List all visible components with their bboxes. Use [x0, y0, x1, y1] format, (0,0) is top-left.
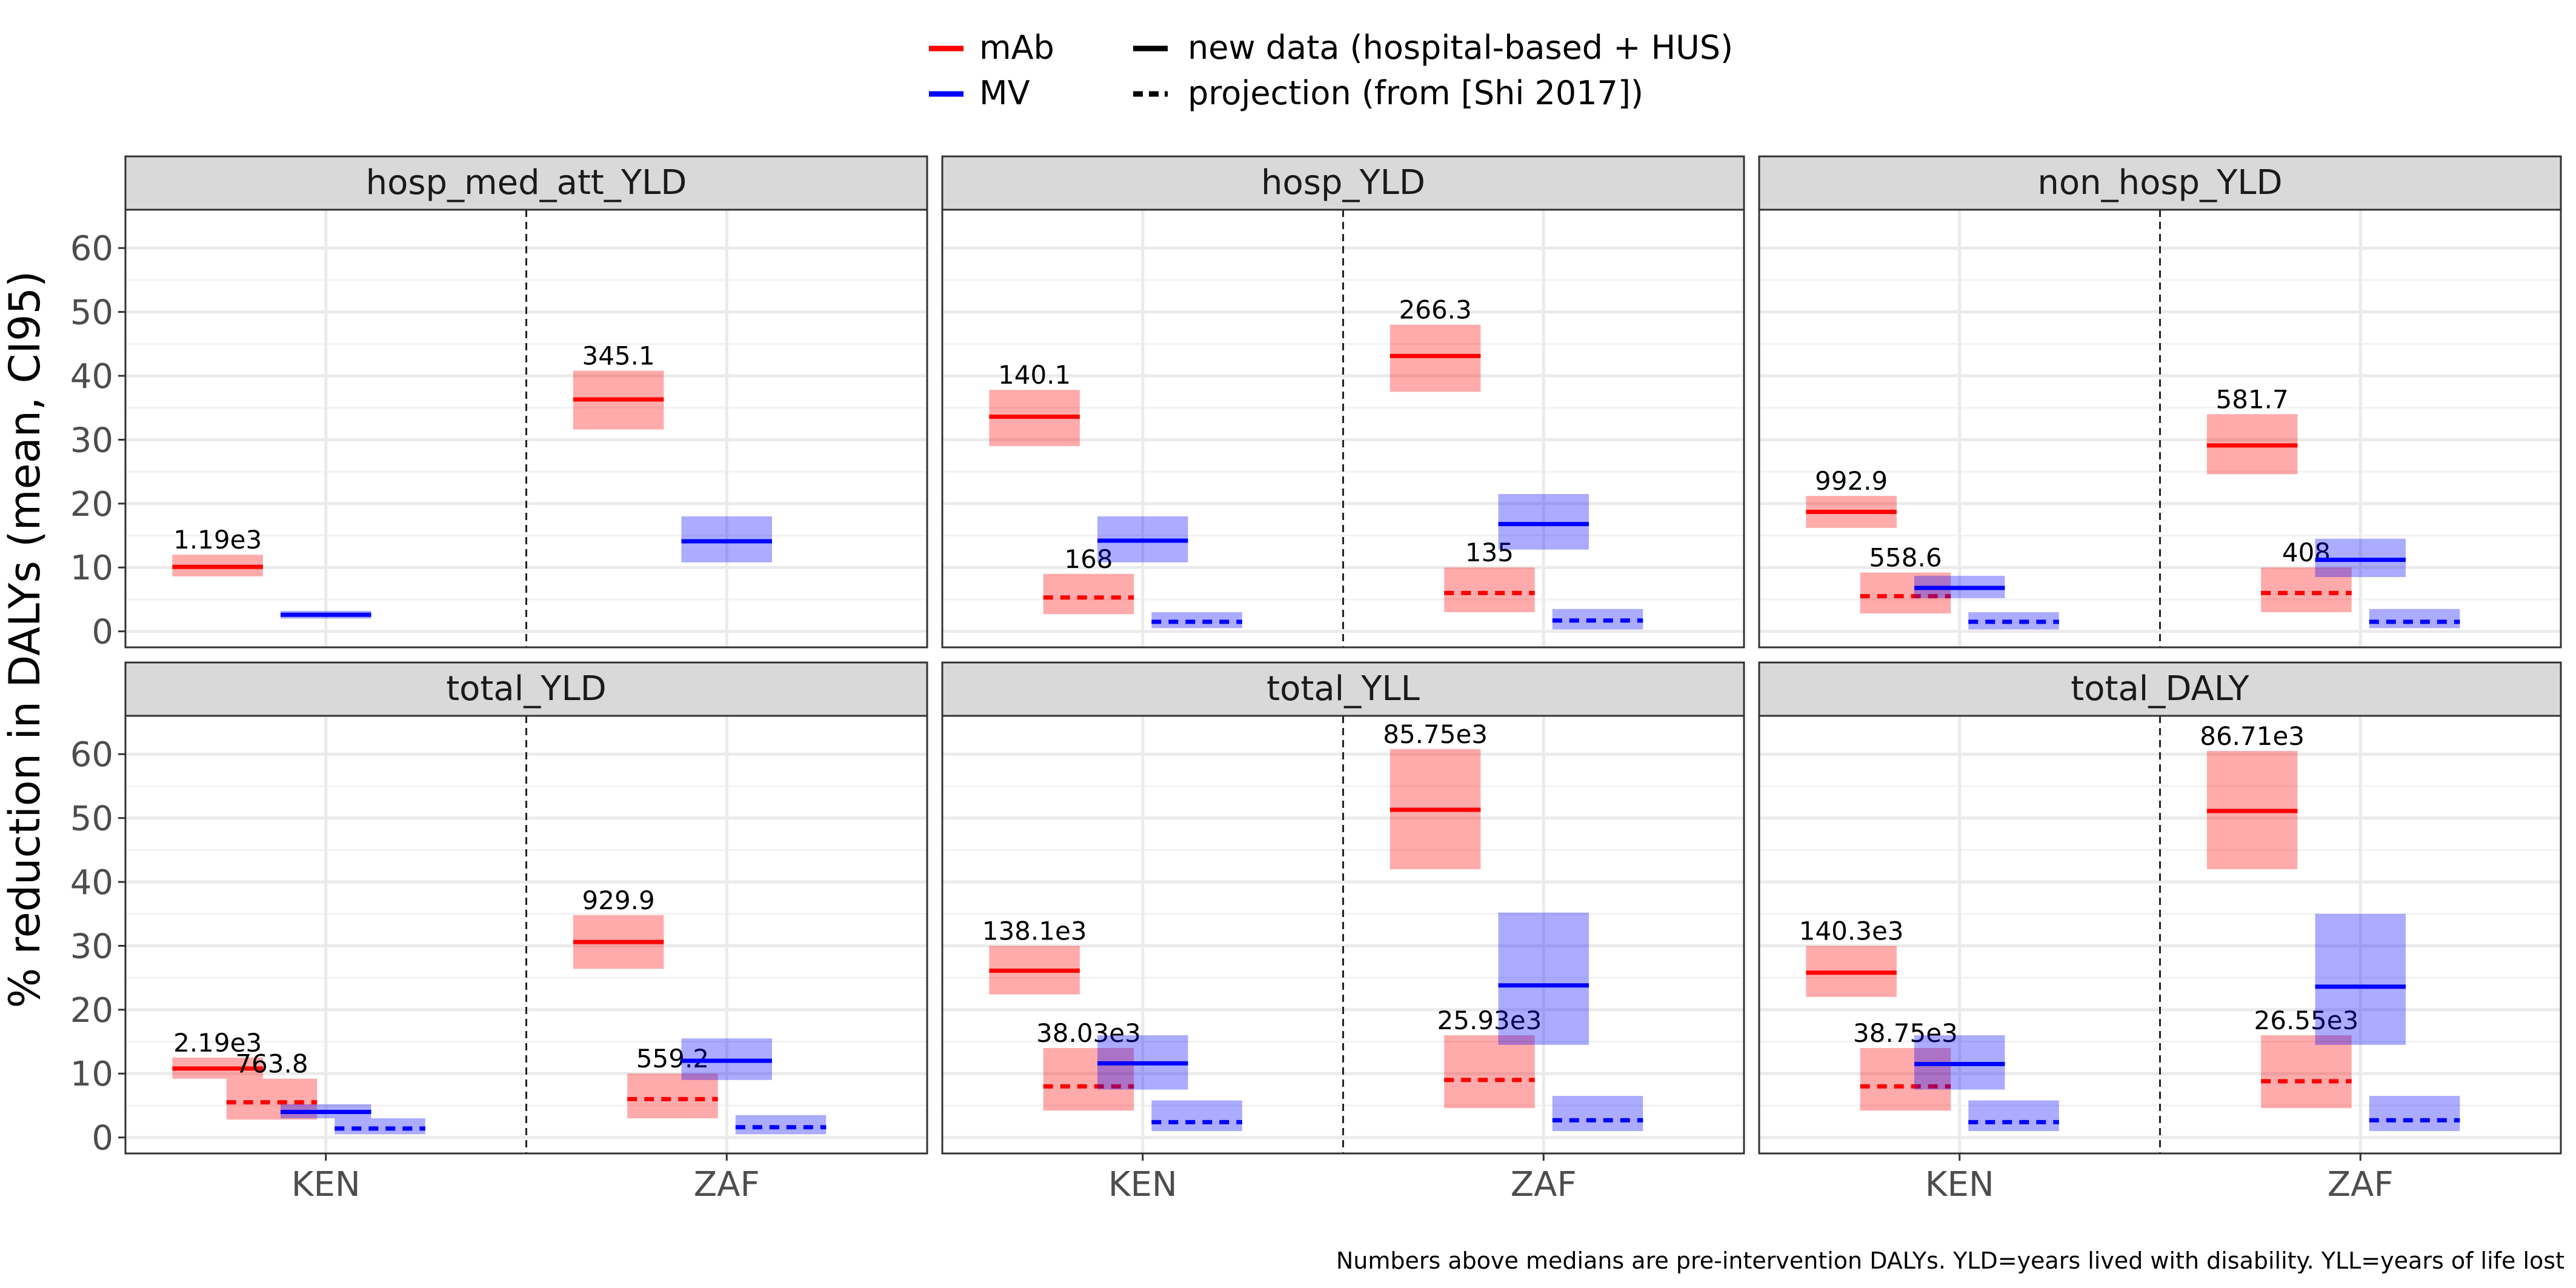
panel-border	[124, 209, 928, 649]
y-tick-label: 40	[70, 863, 113, 903]
panel-total-yld: total_YLD2.19e3763.8929.9559.20102030405…	[70, 661, 928, 1204]
crossbar-zaf-mv-new-ci	[2315, 913, 2406, 1045]
data-label: 168	[1064, 544, 1113, 574]
data-label: 2.19e3	[173, 1028, 262, 1058]
panel-strip	[941, 155, 1745, 211]
data-label: 140.1	[998, 360, 1071, 390]
crossbar-ken-mab-projection-ci	[1043, 573, 1134, 615]
crossbar-zaf-mab-projection-ci	[1444, 1035, 1535, 1109]
panel-total-yll: total_YLL 138.1e3 38.03e3 85.75e3 25.93e3 KEN…	[941, 661, 1745, 1204]
x-tick-label: KEN	[291, 1165, 361, 1204]
crossbar-zaf-mab-projection-ci	[1444, 567, 1535, 613]
panel-strip	[124, 155, 928, 211]
data-label: 558.6	[1869, 543, 1942, 573]
legend-label-projection: projection (from [Shi 2017])	[1188, 74, 1643, 112]
data-label: 929.9	[582, 886, 655, 915]
y-tick-label: 40	[70, 357, 113, 396]
panel-hosp-yld: hosp_YLD 140.1 168 266.3 135	[941, 155, 1745, 649]
panel-title: non_hosp_YLD	[2037, 163, 2282, 202]
data-label: 85.75e3	[1383, 719, 1488, 749]
panel-border	[941, 715, 1745, 1155]
panel-title: hosp_med_att_YLD	[366, 163, 687, 202]
crossbar-zaf-mab-projection-ci	[2261, 567, 2352, 613]
x-tick-label: ZAF	[2328, 1165, 2394, 1204]
data-label: 86.71e3	[2200, 721, 2305, 751]
panel-border	[1758, 715, 2562, 1155]
crossbar-ken-mv-projection-ci	[1968, 1100, 2059, 1132]
y-tick-label: 10	[70, 1055, 113, 1094]
panel-hosp-med-att-yld: hosp_med_att_YLD 1.19e3 345.1 0 10 20 30 40 50 60	[70, 155, 928, 652]
legend-label-mv: MV	[979, 74, 1030, 112]
panel-border	[1758, 209, 2562, 649]
crossbar-ken-mab-projection-ci	[1860, 572, 1951, 614]
data-label: 38.03e3	[1036, 1018, 1141, 1048]
legend-label-mab: mAb	[979, 28, 1054, 67]
crossbar-zaf-mab-new-ci	[1390, 324, 1481, 392]
crossbar-zaf-mv-projection-ci	[2369, 609, 2460, 629]
panel-strip	[1758, 661, 2562, 717]
crossbar-zaf-mab-projection-ci	[627, 1073, 718, 1119]
crossbar-ken-mab-projection-ci	[1043, 1048, 1134, 1111]
data-label: 135	[1465, 538, 1514, 567]
panel-title: total_YLD	[446, 669, 607, 709]
data-label: 763.8	[235, 1049, 308, 1079]
panel-title: total_DALY	[2071, 669, 2249, 709]
panel-border	[941, 209, 1745, 649]
y-tick-label: 60	[70, 735, 113, 775]
y-tick-label: 60	[70, 229, 113, 269]
data-label: 38.75e3	[1853, 1018, 1958, 1048]
panel-total-daly: total_DALY 140.3e3 38.75e3 86.71e3 26.55e3 KE…	[1758, 661, 2562, 1204]
data-label: 138.1e3	[982, 916, 1087, 946]
crossbar-zaf-mv-new-ci	[1498, 912, 1589, 1045]
x-tick-label: ZAF	[1511, 1165, 1577, 1204]
y-tick-label: 10	[70, 549, 113, 588]
data-label: 26.55e3	[2254, 1006, 2359, 1035]
panel-strip	[124, 661, 928, 717]
crossbar-zaf-mab-projection-ci	[2261, 1035, 2352, 1109]
panel-title: total_YLL	[1266, 669, 1420, 709]
y-tick-label: 30	[70, 927, 113, 966]
y-tick-label: 50	[70, 293, 113, 333]
y-tick-label: 20	[70, 485, 113, 524]
y-tick-label: 50	[70, 799, 113, 839]
data-label: 25.93e3	[1437, 1006, 1542, 1035]
crossbar-zaf-mv-projection-ci	[735, 1115, 827, 1135]
crossbar-zaf-mv-new-ci	[1498, 494, 1589, 550]
data-label: 266.3	[1399, 295, 1472, 325]
panels: hosp_med_att_YLD 1.19e3 345.1 0 10 20 30 40 50 60…	[70, 155, 2562, 1204]
x-tick-label: ZAF	[694, 1165, 760, 1204]
crossbar-ken-mv-projection-ci	[1151, 1100, 1242, 1132]
crossbar-ken-mab-projection-ci	[1860, 1048, 1951, 1111]
data-label: 1.19e3	[173, 525, 262, 555]
data-label: 992.9	[1815, 466, 1888, 496]
y-tick-label: 0	[92, 613, 113, 652]
y-axis-label: % reduction in DALYs (mean, CI95)	[0, 271, 50, 1009]
crossbar-zaf-mv-projection-ci	[2369, 1096, 2460, 1132]
data-label: 408	[2282, 538, 2331, 567]
data-label: 345.1	[582, 341, 655, 371]
x-tick-label: KEN	[1108, 1165, 1177, 1204]
y-tick-label: 20	[70, 991, 113, 1030]
legend-label-new-data: new data (hospital-based + HUS)	[1188, 28, 1733, 67]
crossbar-ken-mv-projection-ci	[334, 1118, 425, 1135]
crossbar-zaf-mv-projection-ci	[1552, 1096, 1643, 1132]
caption: Numbers above medians are pre-interventi…	[1336, 1247, 2564, 1274]
data-label: 581.7	[2216, 384, 2289, 414]
panel-title: hosp_YLD	[1261, 163, 1425, 202]
x-tick-label: KEN	[1925, 1165, 1994, 1204]
panel-non-hosp-yld: non_hosp_YLD 992.9 558.6 581.7 408	[1758, 155, 2562, 649]
y-tick-label: 0	[92, 1119, 113, 1158]
data-label: 140.3e3	[1799, 916, 1904, 946]
y-tick-label: 30	[70, 421, 113, 460]
legend: mAb MV new data (hospital-based + HUS) p…	[929, 28, 1733, 112]
panel-border	[124, 715, 928, 1155]
